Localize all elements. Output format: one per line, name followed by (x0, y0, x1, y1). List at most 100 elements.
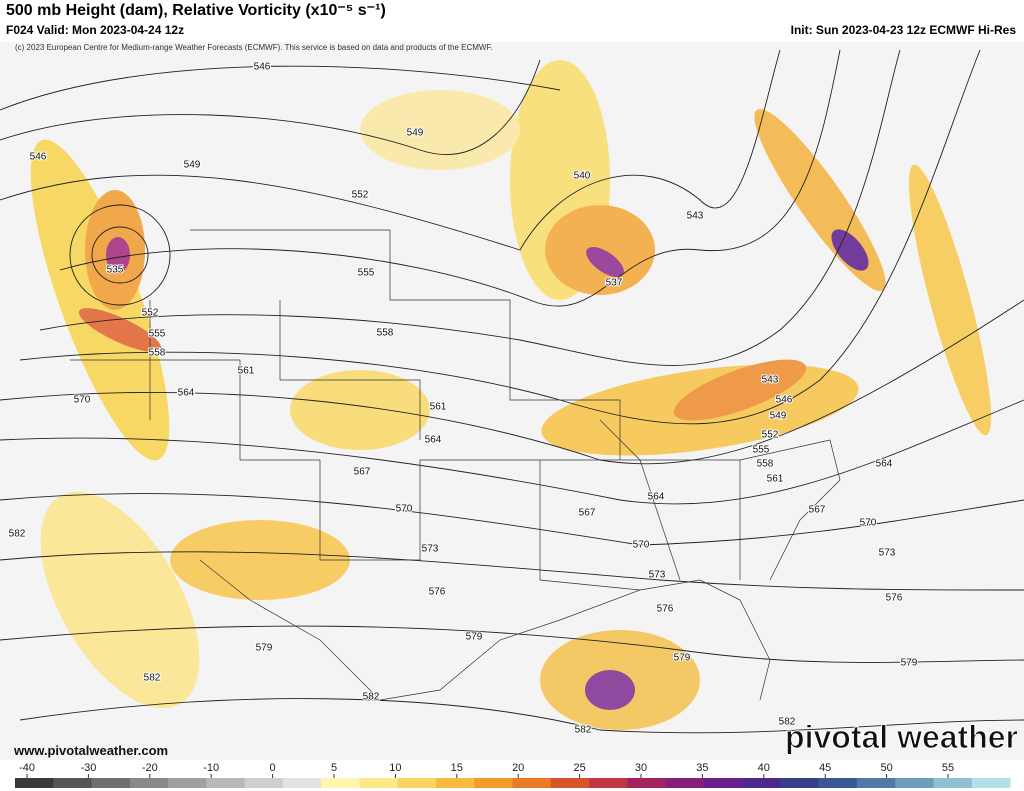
contour-label: 564 (648, 492, 665, 503)
contour-label: 543 (762, 375, 779, 386)
contour-labels: 546 549 546 549 552 540 543 537 555 552 555 558 558 5… (8, 61, 919, 737)
colorbar-segment (703, 778, 743, 788)
contour-label: 576 (429, 587, 446, 598)
colorbar-segment (627, 778, 667, 788)
colorbar-segment (91, 778, 131, 788)
colorbar-segment (359, 778, 399, 788)
colorbar-segment (168, 778, 207, 788)
colorbar-segment (206, 778, 246, 788)
colorbar-segment (397, 778, 437, 788)
contour-label: 567 (579, 508, 596, 519)
map (0, 42, 1024, 760)
colorbar-tick-label: 40 (758, 762, 770, 774)
contour-label: 561 (238, 366, 255, 377)
contour-label: 549 (184, 160, 201, 171)
contour-label: 576 (657, 604, 674, 615)
colorbar-segment (435, 778, 475, 788)
contour-label: 558 (149, 348, 166, 359)
contour-lines (0, 49, 1024, 734)
contour-label: 549 (407, 128, 424, 139)
contour-label: 573 (879, 548, 896, 559)
colorbar-segment (550, 778, 590, 788)
colorbar-tick-label: 10 (389, 762, 401, 774)
colorbar-segment (665, 778, 705, 788)
contour-label: 582 (144, 673, 161, 684)
contour-label: 555 (149, 329, 166, 340)
colorbar-tick-label: 50 (880, 762, 892, 774)
contour-label: 567 (809, 505, 826, 516)
colorbar-tick-label: 30 (635, 762, 647, 774)
colorbar-tick-label: -20 (142, 762, 158, 774)
contour-label: 576 (886, 593, 903, 604)
colorbar-segment (321, 778, 360, 788)
colorbar-tick-label: 45 (819, 762, 831, 774)
colorbar-segment (53, 778, 93, 788)
contour-label: 558 (377, 328, 394, 339)
colorbar-tick-label: -10 (203, 762, 219, 774)
contour-label: 582 (779, 717, 796, 728)
brand-logo: pivotal weather (785, 719, 1018, 755)
contour-label: 570 (74, 395, 91, 406)
colorbar-segment (971, 778, 1011, 788)
contour-label: 570 (633, 540, 650, 551)
colorbar-tick-label: 0 (270, 762, 276, 774)
colorbar-segment (895, 778, 934, 788)
contour-label: 582 (575, 725, 592, 736)
contour-label: 564 (425, 435, 442, 446)
contour-label: 579 (466, 632, 483, 643)
contour-label: 564 (876, 459, 893, 470)
contour-label: 555 (358, 268, 375, 279)
copyright: (c) 2023 European Centre for Medium-rang… (15, 43, 493, 52)
contour-label: 546 (254, 62, 271, 73)
contour-label: 573 (422, 544, 439, 555)
boundaries (70, 229, 841, 701)
contour-label: 537 (606, 278, 623, 289)
colorbar-segment (856, 778, 896, 788)
contour-label: 552 (762, 430, 779, 441)
colorbar-segment (780, 778, 820, 788)
contour-label: 549 (770, 411, 787, 422)
colorbar-segment (933, 778, 973, 788)
source-url: www.pivotalweather.com (13, 743, 168, 758)
colorbar-segment (512, 778, 552, 788)
contour-label: 564 (178, 388, 195, 399)
colorbar-segment (742, 778, 781, 788)
colorbar-segment (15, 778, 54, 788)
contour-label: 555 (753, 445, 770, 456)
contour-label: 579 (674, 653, 691, 664)
colorbar-segment (589, 778, 628, 788)
contour-label: 582 (9, 529, 26, 540)
colorbar-tick-label: -40 (19, 762, 35, 774)
valid-time: F024 Valid: Mon 2023-04-24 12z (6, 23, 184, 37)
contour-label: 570 (396, 504, 413, 515)
contour-label: 567 (354, 467, 371, 478)
colorbar-segment (244, 778, 284, 788)
contour-label: 558 (757, 459, 774, 470)
contour-label: 552 (352, 190, 369, 201)
contour-label: 546 (30, 152, 47, 163)
init-time: Init: Sun 2023-04-23 12z ECMWF Hi-Res (791, 23, 1017, 37)
contour-label: 570 (860, 518, 877, 529)
colorbar-segment (818, 778, 858, 788)
colorbar: -40 -30 -20 -10 0 5 10 15 20 25 30 35 40 45 50 55 (15, 762, 1011, 788)
colorbar-segment (474, 778, 513, 788)
contour-label: 579 (901, 658, 918, 669)
colorbar-tick-label: 55 (942, 762, 954, 774)
contour-label: 546 (776, 395, 793, 406)
colorbar-segment (129, 778, 169, 788)
contour-label: 582 (363, 692, 380, 703)
colorbar-tick-label: -30 (80, 762, 96, 774)
contour-label: 573 (649, 570, 666, 581)
contour-label: 535 (107, 265, 124, 276)
contour-label: 543 (687, 211, 704, 222)
colorbar-tick-label: 5 (331, 762, 337, 774)
contour-label: 561 (430, 402, 447, 413)
colorbar-tick-label: 15 (451, 762, 463, 774)
contour-label: 579 (256, 643, 273, 654)
colorbar-tick-label: 25 (573, 762, 585, 774)
contour-label: 540 (574, 171, 591, 182)
title: 500 mb Height (dam), Relative Vorticity … (6, 2, 386, 19)
contour-label: 561 (767, 474, 784, 485)
colorbar-segment (282, 778, 322, 788)
